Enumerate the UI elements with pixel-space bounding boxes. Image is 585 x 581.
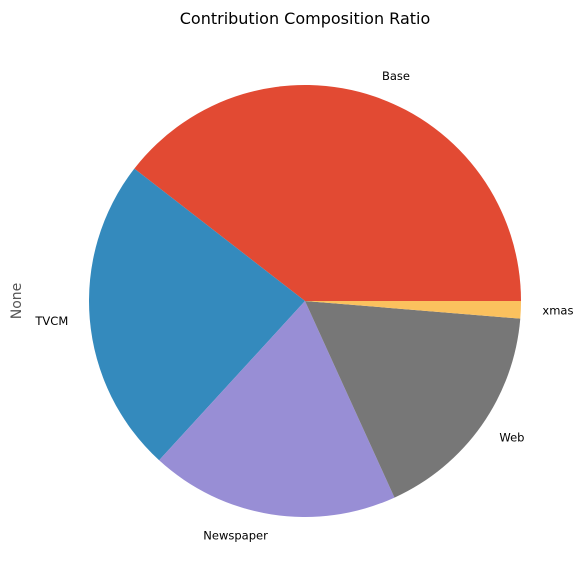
pie-slices (89, 85, 521, 517)
pie-label-web: Web (499, 431, 524, 445)
pie-label-xmas: xmas (542, 304, 573, 318)
pie-label-base: Base (382, 69, 410, 83)
chart-title: Contribution Composition Ratio (180, 9, 431, 28)
pie-slice-tvcm (89, 168, 306, 461)
pie-slice-xmas (305, 301, 521, 319)
pie-slice-newspaper (159, 301, 395, 517)
pie-labels: Base TVCM Newspaper Web xmas (34, 69, 573, 542)
pie-slice-base (134, 85, 521, 301)
pie-label-tvcm: TVCM (34, 314, 68, 328)
y-axis-label: None (9, 283, 25, 320)
pie-slice-web (305, 301, 521, 498)
pie-label-newspaper: Newspaper (203, 529, 268, 543)
